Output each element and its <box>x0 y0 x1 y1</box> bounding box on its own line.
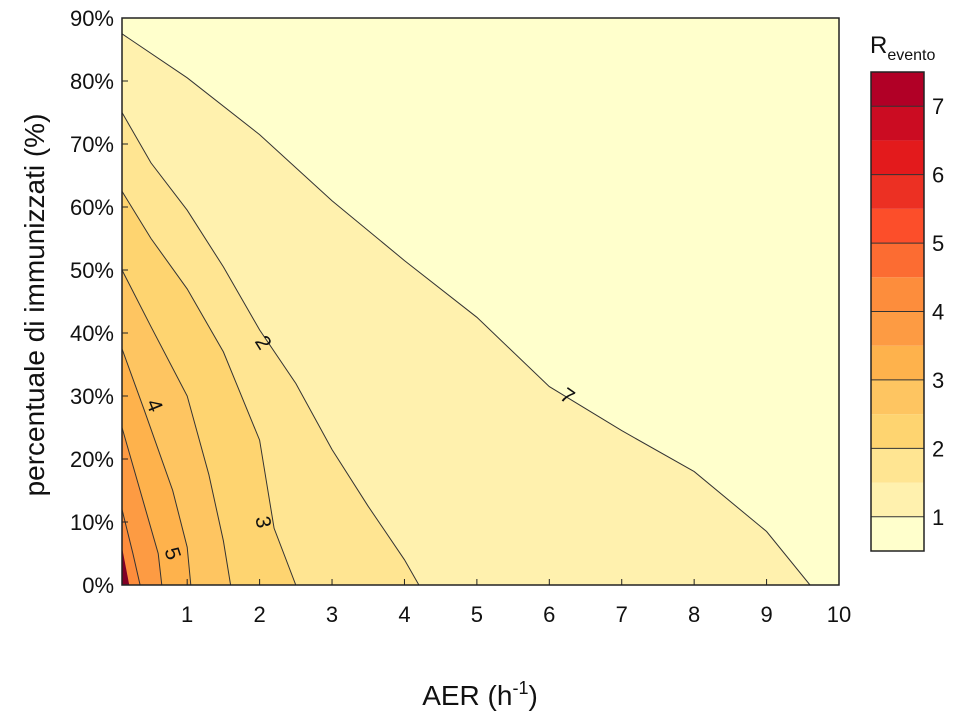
colorbar-band <box>871 311 924 346</box>
colorbar-tick-label: 3 <box>932 368 944 393</box>
colorbar-band <box>871 379 924 415</box>
contour-line <box>122 191 297 585</box>
plot-frame <box>121 17 840 586</box>
colorbar-ticks: 1 2 3 4 5 6 7 <box>932 94 944 530</box>
contour-band <box>122 547 130 585</box>
colorbar-tick-label: 5 <box>932 231 944 256</box>
colorbar-band <box>871 414 924 449</box>
x-tick-label: 3 <box>326 602 338 627</box>
colorbar-band <box>871 345 924 380</box>
colorbar-band <box>871 106 924 141</box>
contour-line <box>122 427 163 585</box>
colorbar-band <box>871 140 924 175</box>
colorbar <box>870 71 925 552</box>
colorbar-tick-label: 6 <box>932 163 944 188</box>
colorbar-band <box>871 516 924 551</box>
colorbar-frame <box>870 71 925 552</box>
contour-band <box>122 427 162 585</box>
colorbar-band <box>871 243 924 278</box>
x-tick-label: 5 <box>471 602 483 627</box>
colorbar-title: Revento <box>870 32 935 64</box>
x-axis: 1 2 3 4 5 6 7 8 9 10 <box>181 579 851 627</box>
colorbar-band <box>871 277 924 312</box>
y-tick-label: 10% <box>70 510 114 535</box>
x-tick-label: 8 <box>688 602 700 627</box>
contour-line <box>122 112 420 585</box>
contour-line <box>122 269 232 585</box>
y-tick-label: 0% <box>82 573 114 598</box>
colorbar-tick-label: 7 <box>932 94 944 119</box>
colorbar-tick-label: 4 <box>932 300 944 325</box>
y-tick-label: 60% <box>70 195 114 220</box>
colorbar-band <box>871 448 924 483</box>
x-tick-label: 6 <box>543 602 555 627</box>
colorbar-band <box>871 208 924 244</box>
contour-label: 3 <box>250 514 275 530</box>
y-tick-label: 20% <box>70 447 114 472</box>
y-axis-title: percentuale di immunizzati (%) <box>19 114 50 497</box>
y-axis: 0% 10% 20% 30% 40% 50% 60% 70% 80% 90% <box>70 6 128 598</box>
y-tick-label: 40% <box>70 321 114 346</box>
contour-line <box>122 509 141 585</box>
x-tick-label: 9 <box>760 602 772 627</box>
x-tick-label: 1 <box>181 602 193 627</box>
colorbar-tick-label: 2 <box>932 436 944 461</box>
x-axis-title: AER (h-1) <box>422 678 538 711</box>
y-tick-label: 50% <box>70 258 114 283</box>
contour-fills <box>122 18 839 585</box>
colorbar-band <box>871 482 924 517</box>
x-tick-label: 7 <box>616 602 628 627</box>
y-tick-label: 90% <box>70 6 114 31</box>
x-tick-label: 2 <box>253 602 265 627</box>
colorbar-band <box>871 72 924 107</box>
contour-lines <box>122 33 811 585</box>
contour-line <box>122 348 192 585</box>
x-tick-label: 4 <box>398 602 410 627</box>
y-tick-label: 30% <box>70 384 114 409</box>
x-tick-label: 10 <box>827 602 851 627</box>
colorbar-tick-label: 1 <box>932 505 944 530</box>
colorbar-band <box>871 174 924 209</box>
contour-line <box>122 33 811 585</box>
y-tick-label: 70% <box>70 132 114 157</box>
y-tick-label: 80% <box>70 69 114 94</box>
